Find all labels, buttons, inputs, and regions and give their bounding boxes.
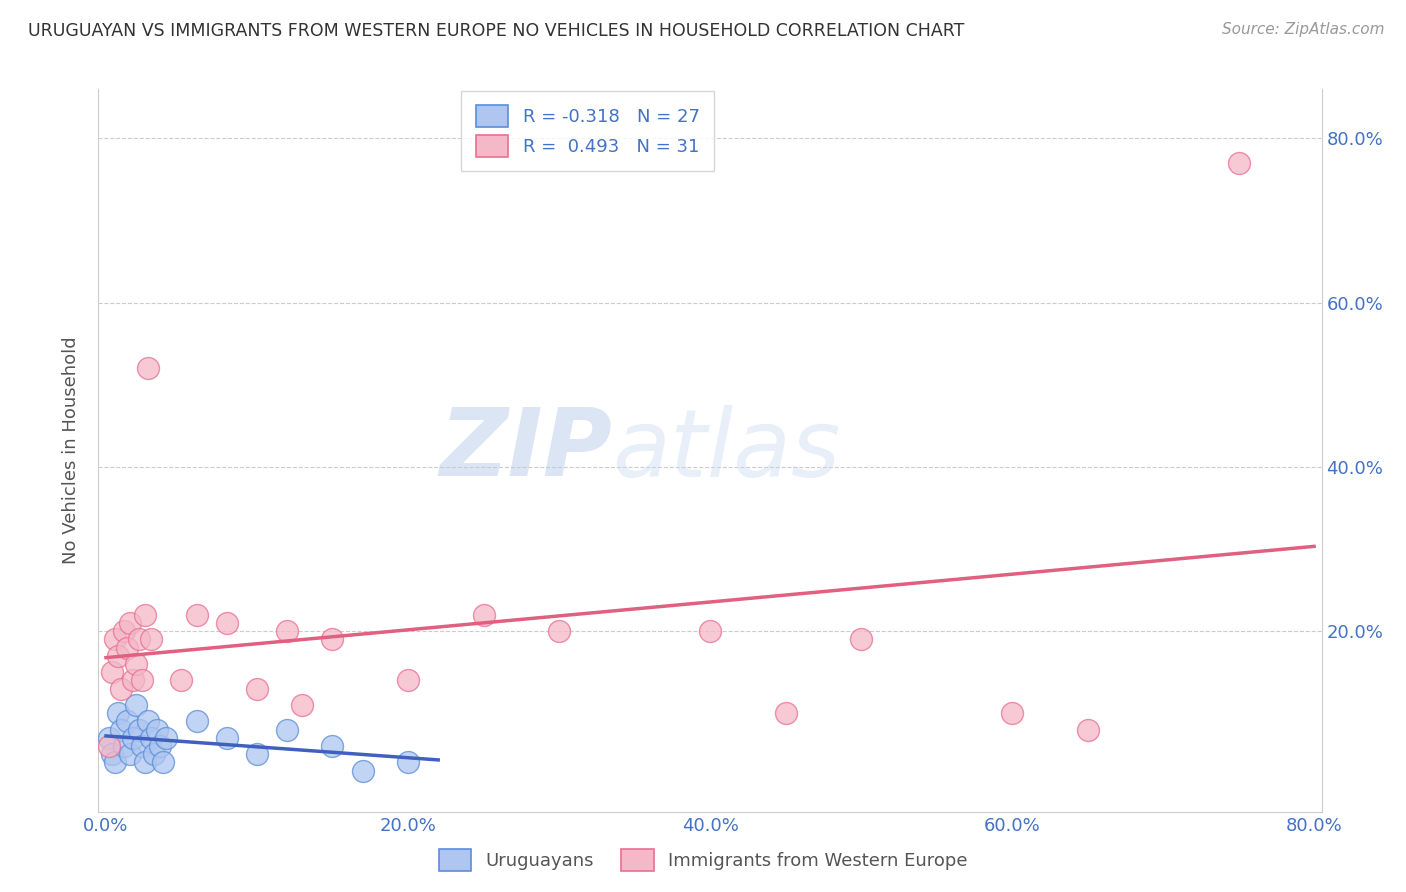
Point (107, 648, 129, 663)
Point (149, 739, 172, 753)
Point (134, 756, 156, 770)
Point (215, 731, 238, 745)
Point (699, 624, 721, 639)
Point (276, 723, 298, 737)
Point (136, 714, 159, 729)
Text: URUGUAYAN VS IMMIGRANTS FROM WESTERN EUROPE NO VEHICLES IN HOUSEHOLD CORRELATION: URUGUAYAN VS IMMIGRANTS FROM WESTERN EUR… (28, 22, 965, 40)
Point (134, 607, 156, 622)
Point (110, 681, 132, 696)
Point (276, 624, 298, 639)
Point (115, 640, 138, 655)
Point (107, 706, 129, 721)
Point (186, 607, 208, 622)
Point (321, 739, 343, 753)
Legend: Uruguayans, Immigrants from Western Europe: Uruguayans, Immigrants from Western Euro… (432, 842, 974, 879)
Point (136, 361, 159, 376)
Point (110, 723, 132, 737)
Point (104, 632, 127, 647)
Point (155, 731, 177, 745)
Legend: R = -0.318   N = 27, R =  0.493   N = 31: R = -0.318 N = 27, R = 0.493 N = 31 (461, 91, 714, 171)
Point (186, 714, 208, 729)
Point (112, 739, 135, 753)
Point (143, 747, 166, 762)
Point (112, 624, 135, 639)
Point (321, 632, 343, 647)
Point (352, 764, 374, 778)
Point (141, 632, 163, 647)
Point (98, 731, 121, 745)
Point (1227, 156, 1250, 170)
Point (146, 723, 169, 737)
Point (396, 673, 419, 688)
Point (141, 731, 163, 745)
Text: Source: ZipAtlas.com: Source: ZipAtlas.com (1222, 22, 1385, 37)
Point (101, 747, 124, 762)
Point (120, 615, 142, 630)
Point (122, 673, 145, 688)
Point (291, 698, 314, 712)
Point (131, 673, 153, 688)
Point (122, 731, 145, 745)
Point (152, 756, 174, 770)
Text: ZIP: ZIP (439, 404, 612, 497)
Point (120, 747, 142, 762)
Point (115, 714, 138, 729)
Point (101, 665, 124, 680)
Point (170, 673, 193, 688)
Point (246, 747, 269, 762)
Point (104, 756, 127, 770)
Point (1077, 723, 1099, 737)
Point (396, 756, 419, 770)
Point (128, 723, 150, 737)
Point (472, 607, 495, 622)
Point (849, 632, 872, 647)
Point (775, 706, 797, 721)
Point (128, 632, 150, 647)
Point (125, 657, 148, 671)
Point (98, 739, 121, 753)
Text: atlas: atlas (612, 405, 841, 496)
Point (131, 739, 153, 753)
Point (215, 615, 238, 630)
Point (246, 681, 269, 696)
Point (125, 698, 148, 712)
Y-axis label: No Vehicles in Household: No Vehicles in Household (62, 336, 80, 565)
Point (548, 624, 571, 639)
Point (1001, 706, 1024, 721)
